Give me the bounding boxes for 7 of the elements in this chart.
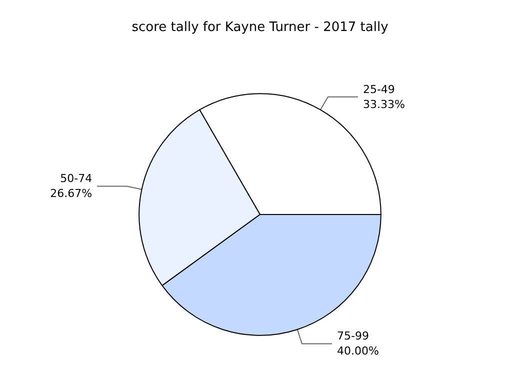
data-label: 33.33% bbox=[362, 98, 405, 111]
data-label: 40.00% bbox=[336, 344, 379, 358]
chart-title: score tally for Kayne Turner - 2017 tally bbox=[132, 20, 389, 35]
slice-label: 25-49 bbox=[362, 82, 395, 96]
data-label: 26.67% bbox=[50, 187, 92, 200]
slice-label: 75-99 bbox=[336, 330, 369, 343]
slice-label: 50-74 bbox=[60, 172, 92, 186]
